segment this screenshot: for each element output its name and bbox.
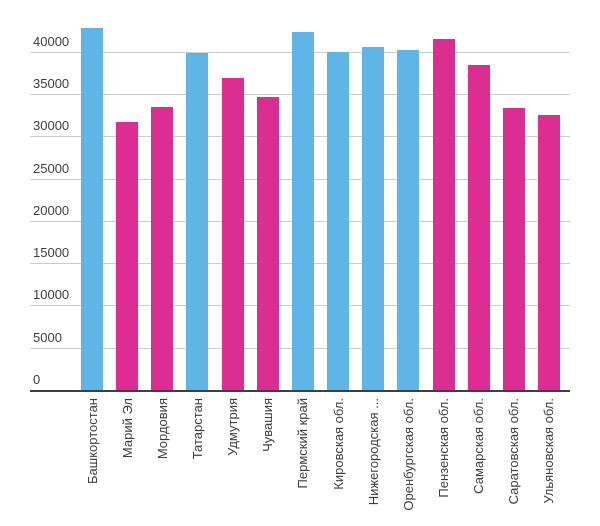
x-axis-category-label: Удмутрия <box>225 398 241 456</box>
x-axis-category-label: Кировская обл. <box>330 398 346 490</box>
bar-12 <box>467 65 490 390</box>
bar-8 <box>327 52 350 390</box>
y-axis-tick-label: 35000 <box>33 75 70 91</box>
bar-10 <box>397 49 420 390</box>
y-axis-tick-label: 5000 <box>33 329 62 345</box>
x-axis-category-label: Татарстан <box>189 398 205 460</box>
x-axis-category-label: Пермский край <box>295 398 311 489</box>
bar-4 <box>186 53 209 390</box>
bar-7 <box>291 32 314 390</box>
y-axis-tick-label: 40000 <box>33 33 70 49</box>
y-axis-tick-label: 10000 <box>33 287 70 303</box>
x-axis-category-label: Оренбургская обл. <box>400 398 416 511</box>
x-axis-line <box>30 390 570 392</box>
bar-5 <box>221 77 244 390</box>
bar-1 <box>81 27 103 390</box>
y-axis-tick-label: 25000 <box>33 160 70 176</box>
bar-14 <box>537 115 560 390</box>
x-axis-category-label: Саратовская обл. <box>506 398 522 505</box>
x-axis-category-label: Нижегородская ... <box>365 398 381 506</box>
y-axis-tick-label: 15000 <box>33 245 70 261</box>
bar-3 <box>151 107 174 390</box>
x-axis-category-label: Чувашия <box>260 398 276 452</box>
bar-13 <box>502 108 525 390</box>
bar-2 <box>116 121 139 390</box>
y-axis-tick-label: 20000 <box>33 202 70 218</box>
x-axis-category-label: Пензенская обл. <box>436 398 451 498</box>
x-axis-category-label: Марий Эл <box>119 398 135 459</box>
x-axis-category-label: Мордовия <box>154 398 170 460</box>
bar-9 <box>362 47 385 390</box>
bar-6 <box>256 97 279 390</box>
y-axis-tick-label: 30000 <box>33 118 70 134</box>
y-axis-tick-label: 0 <box>33 372 41 387</box>
x-axis-category-label: Ульяновская обл. <box>541 398 557 504</box>
bar-11 <box>432 38 455 390</box>
x-axis-category-label: Башкортостан <box>84 398 100 484</box>
x-axis-category-label: Самарская обл. <box>471 398 487 494</box>
